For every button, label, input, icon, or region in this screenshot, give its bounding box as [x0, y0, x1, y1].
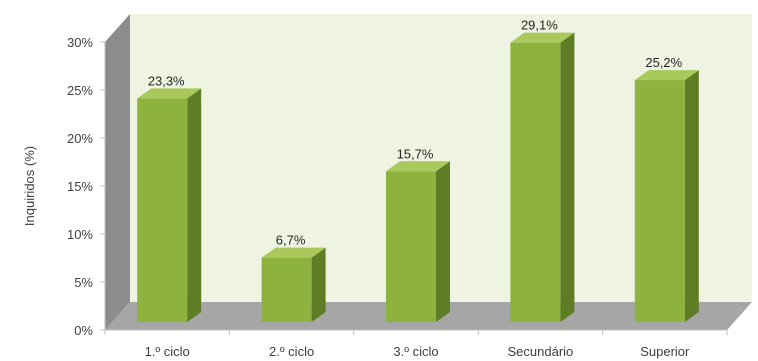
- bar-front-face: [634, 80, 685, 322]
- bar-side-face: [560, 32, 575, 322]
- chart-side-wall: [105, 14, 130, 330]
- category-label: 2.º ciclo: [269, 344, 314, 359]
- bar-side-face: [311, 247, 326, 322]
- y-axis-title: Inquiridos (%): [22, 146, 37, 226]
- bar-front-face: [386, 171, 436, 322]
- category-label: 3.º ciclo: [393, 344, 438, 359]
- data-labels-group: 23,3% 6,7% 15,7% 29,1% 25,2%: [148, 18, 683, 248]
- y-tick-label: 5%: [74, 275, 93, 290]
- y-tick-label: 15%: [67, 179, 93, 194]
- bar-top-face: [510, 32, 575, 43]
- bars-group: [137, 32, 699, 322]
- y-tick-label: 25%: [67, 83, 93, 98]
- category-labels-group: 1.º ciclo 2.º ciclo 3.º ciclo Secundário Sup…: [145, 344, 690, 359]
- category-label: Superior: [640, 344, 690, 359]
- y-tick-label: 10%: [67, 227, 93, 242]
- bar-side-face: [684, 70, 699, 322]
- bar-front-face: [510, 42, 561, 322]
- bar: [634, 70, 699, 322]
- bar-side-face: [436, 161, 450, 322]
- x-axis-ticks: [104, 330, 728, 335]
- category-label: Secundário: [508, 344, 574, 359]
- data-label: 25,2%: [645, 55, 682, 70]
- bar-front-face: [261, 257, 312, 322]
- category-label: 1.º ciclo: [145, 344, 190, 359]
- bar-top-face: [261, 247, 326, 258]
- data-label: 6,7%: [276, 233, 306, 248]
- bar-side-face: [187, 88, 202, 322]
- bar-top-face: [386, 161, 450, 172]
- bar-top-face: [634, 70, 699, 81]
- bar: [386, 161, 450, 322]
- y-tick-label: 20%: [67, 131, 93, 146]
- data-label: 15,7%: [397, 146, 434, 161]
- bar: [261, 247, 326, 322]
- bar-top-face: [137, 88, 202, 99]
- y-axis-ticks: 0% 5% 10% 15% 20% 25% 30%: [67, 35, 105, 338]
- bar-front-face: [137, 98, 188, 322]
- bar: [510, 32, 575, 322]
- bar: [137, 88, 202, 322]
- data-label: 29,1%: [521, 18, 558, 33]
- data-label: 23,3%: [148, 73, 185, 88]
- chart-back-wall: [130, 14, 752, 302]
- y-tick-label: 0%: [74, 323, 93, 338]
- y-tick-label: 30%: [67, 35, 93, 50]
